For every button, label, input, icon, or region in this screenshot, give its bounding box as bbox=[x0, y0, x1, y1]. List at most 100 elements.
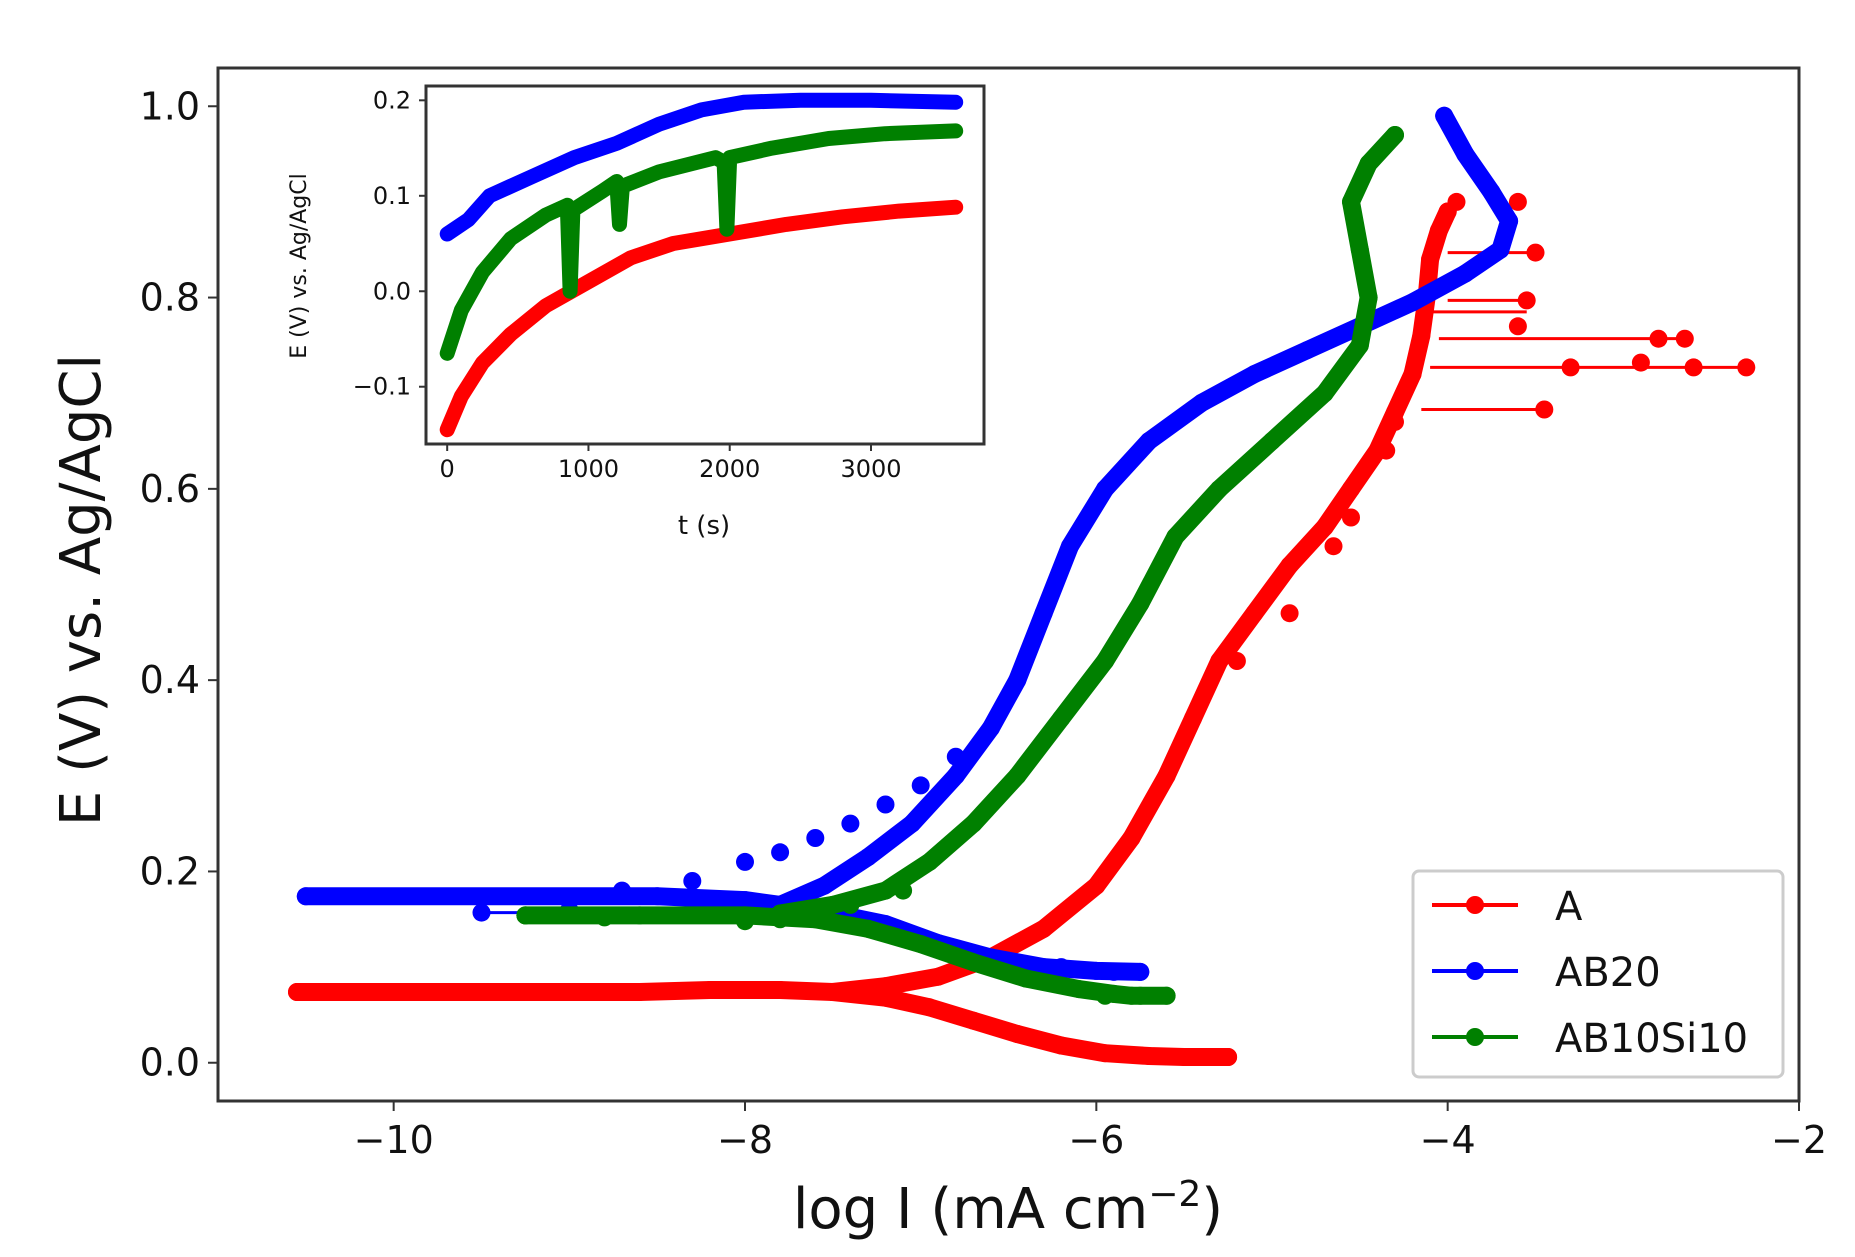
series-ab10si10-point bbox=[878, 126, 893, 141]
series-ab10si10-point bbox=[920, 852, 939, 871]
series-ab20-point bbox=[1491, 240, 1510, 259]
series-a-point bbox=[1535, 400, 1554, 419]
series-ab10si10-point bbox=[454, 303, 469, 318]
series-ab20-point bbox=[1482, 183, 1501, 202]
main-plot-series bbox=[288, 106, 1756, 1066]
series-ab20-point bbox=[1052, 958, 1071, 977]
series-a-point bbox=[779, 217, 794, 232]
series-a-point bbox=[1096, 1044, 1115, 1063]
series-a-point bbox=[1008, 1025, 1027, 1043]
series-ab10si10-point bbox=[911, 935, 930, 954]
x-tick-label: 3000 bbox=[840, 455, 901, 483]
series-ab20-point bbox=[1087, 961, 1106, 980]
series-a-point bbox=[1227, 652, 1246, 670]
series-ab20-point bbox=[440, 227, 455, 241]
y-tick-label: 0.4 bbox=[140, 658, 200, 702]
series-a-point bbox=[1157, 766, 1176, 785]
x-tick-label: −2 bbox=[1771, 1118, 1827, 1162]
series-a-point bbox=[1403, 365, 1422, 384]
y-axis-label: E (V) vs. Ag/AgCl bbox=[49, 354, 114, 826]
series-ab20-point bbox=[946, 747, 965, 766]
series-ab20-point bbox=[911, 776, 930, 795]
series-a-point bbox=[1342, 508, 1360, 527]
series-a-point bbox=[1526, 243, 1545, 262]
x-tick-label: 0 bbox=[440, 455, 455, 483]
series-a-point bbox=[892, 204, 907, 219]
series-a-point bbox=[454, 389, 469, 404]
series-ab20-point bbox=[1456, 145, 1475, 164]
legend-label-ab20: AB20 bbox=[1555, 950, 1661, 996]
series-ab10si10-point bbox=[1096, 652, 1115, 670]
legend-label-a: A bbox=[1555, 884, 1583, 930]
legend-label-ab10si10: AB10Si10 bbox=[1555, 1016, 1748, 1062]
x-tick-label: 2000 bbox=[699, 455, 760, 483]
series-ab20-point bbox=[841, 814, 860, 833]
series-ab10si10-point bbox=[771, 910, 790, 929]
series-ab10si10-point bbox=[722, 150, 737, 165]
series-a-point bbox=[1140, 1047, 1158, 1065]
series-ab20-point bbox=[736, 95, 751, 110]
series-ab20-point bbox=[613, 881, 631, 900]
series-ab10si10-point bbox=[1157, 986, 1176, 1005]
series-ab10si10-point bbox=[595, 908, 614, 927]
series-ab20-point bbox=[1131, 962, 1150, 981]
series-ab20-point bbox=[524, 169, 539, 184]
series-ab10si10-point bbox=[1131, 594, 1150, 613]
series-ab20-point bbox=[609, 136, 624, 151]
series-a-point bbox=[539, 298, 554, 313]
series-a-point bbox=[1052, 1036, 1071, 1055]
series-ab20-point bbox=[1034, 958, 1053, 977]
series-ab10si10-point bbox=[765, 141, 780, 156]
series-a-point bbox=[1508, 192, 1527, 211]
series-ab20-point bbox=[815, 876, 834, 895]
series-ab20-point bbox=[864, 93, 878, 108]
y-tick-label: 0.2 bbox=[140, 849, 200, 893]
series-ab20-point bbox=[1034, 604, 1053, 623]
series-ab20-point bbox=[694, 102, 709, 117]
series-ab20-point bbox=[876, 795, 895, 814]
series-a-point bbox=[876, 977, 895, 996]
series-ab10si10-point bbox=[1315, 384, 1334, 403]
series-a-point bbox=[1561, 358, 1580, 377]
y-tick-label: 0.1 bbox=[373, 182, 411, 210]
series-ab20-point bbox=[1435, 106, 1454, 125]
series-ab10si10-point bbox=[1017, 969, 1036, 988]
legend-entry-ab20: AB20 bbox=[1432, 950, 1661, 996]
series-a-point bbox=[1184, 709, 1202, 728]
series-ab10si10-point bbox=[821, 131, 836, 146]
series-ab20-point bbox=[472, 903, 491, 922]
series-a-point bbox=[288, 983, 306, 1001]
series-ab20-line bbox=[771, 106, 1519, 914]
series-a-point bbox=[964, 1011, 983, 1030]
series-a-point bbox=[1421, 250, 1440, 269]
series-ab20-point bbox=[1140, 432, 1158, 450]
y-tick-label: 0.8 bbox=[140, 276, 200, 320]
series-ab10si10-point bbox=[1166, 527, 1185, 546]
series-ab10si10-point bbox=[1131, 986, 1150, 1005]
series-ab10si10-point bbox=[652, 164, 667, 179]
series-ab20-point bbox=[567, 150, 582, 165]
legend-marker-ab20 bbox=[1466, 962, 1484, 980]
series-ab10si10-point bbox=[1008, 766, 1027, 785]
main-plot-frame bbox=[216, 66, 1801, 1103]
series-ab20-point bbox=[1192, 393, 1211, 412]
series-a-point bbox=[920, 998, 939, 1017]
y-tick-label: 0.0 bbox=[140, 1041, 200, 1085]
series-a-point bbox=[1675, 329, 1694, 348]
series-a-point bbox=[771, 981, 790, 999]
legend-box bbox=[1411, 869, 1785, 1079]
series-a-point bbox=[1122, 829, 1141, 847]
series-a-point bbox=[1517, 291, 1536, 310]
series-ab10si10-point bbox=[1386, 126, 1404, 144]
series-a-point bbox=[1034, 919, 1053, 938]
series-ab10si10-point bbox=[612, 217, 627, 232]
y-tick-label: 1.0 bbox=[140, 84, 200, 128]
series-ab20-point bbox=[771, 843, 790, 862]
series-ab20-point bbox=[1104, 962, 1123, 981]
series-a-point bbox=[1684, 358, 1703, 377]
series-ab20-point bbox=[902, 814, 921, 833]
series-a-point bbox=[823, 983, 842, 1001]
series-ab20-point bbox=[806, 829, 825, 847]
main-plot-axes: −10 −8 −6 −4 −2 0.0 0.2 0.4 0.6 0.8 1.0 bbox=[140, 84, 1827, 1162]
